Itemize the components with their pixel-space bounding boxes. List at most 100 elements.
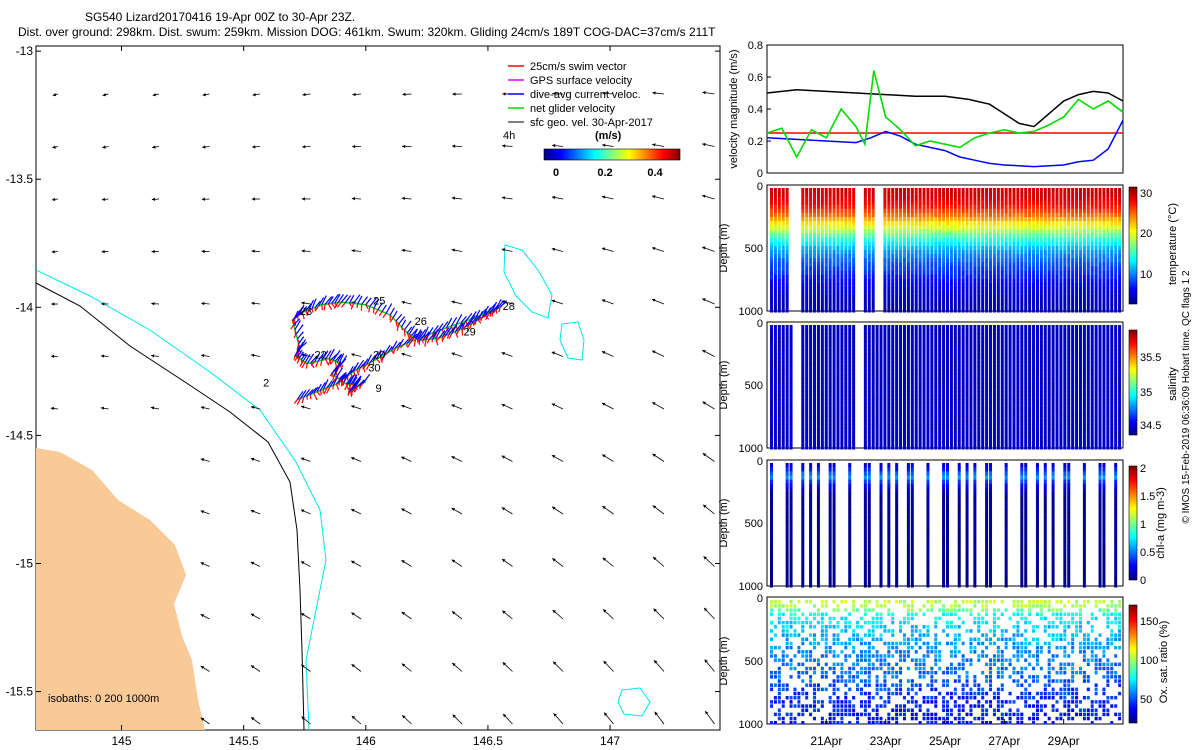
section-cell xyxy=(1090,250,1094,255)
geo-arrow xyxy=(652,143,665,147)
section-cell xyxy=(852,283,856,288)
section-cell xyxy=(942,258,946,263)
section-cell xyxy=(1078,208,1082,214)
section-cell xyxy=(773,241,777,247)
section-cell xyxy=(1047,212,1051,218)
section-cell xyxy=(996,221,1000,226)
section-cell xyxy=(1004,420,1008,425)
section-cell xyxy=(871,270,875,276)
section-cell xyxy=(918,337,922,342)
section-cell xyxy=(887,254,891,259)
section-cell xyxy=(902,395,906,400)
section-cell xyxy=(1008,387,1012,392)
section-cell xyxy=(773,341,777,347)
section-cell xyxy=(852,424,856,429)
section-cell xyxy=(836,358,840,363)
section-cell xyxy=(981,341,985,347)
section-cell xyxy=(914,358,918,363)
section-cell xyxy=(1012,353,1016,359)
section-cell xyxy=(867,445,871,450)
section-cell xyxy=(1000,428,1004,433)
section-cell xyxy=(938,188,942,193)
section-cell xyxy=(816,358,820,363)
section-cell xyxy=(906,233,910,239)
section-cell xyxy=(1004,212,1008,218)
section-cell xyxy=(918,233,922,239)
section-cell xyxy=(1106,204,1110,210)
section-cell xyxy=(809,337,813,342)
section-cell xyxy=(844,237,848,243)
section-cell xyxy=(961,395,965,400)
section-cell xyxy=(848,341,852,347)
section-cell xyxy=(883,192,887,197)
section-cell xyxy=(848,299,852,305)
section-cell xyxy=(1078,299,1082,305)
section-cell xyxy=(801,333,805,338)
section-cell xyxy=(942,436,946,442)
section-cell xyxy=(969,424,973,429)
section-cell xyxy=(1012,391,1016,396)
section-cell xyxy=(985,303,989,309)
section-cell xyxy=(934,382,938,388)
section-cell xyxy=(1075,200,1079,205)
section-cell xyxy=(1016,291,1020,296)
section-cell xyxy=(805,420,809,425)
section-cell xyxy=(770,225,773,230)
section-cell xyxy=(777,362,781,367)
section-cell xyxy=(816,407,820,413)
section-cell xyxy=(1118,279,1122,284)
section-cell xyxy=(1090,258,1094,263)
section-cell xyxy=(977,196,981,201)
section-cell xyxy=(1071,208,1075,214)
geo-arrow xyxy=(302,145,311,149)
section-cell xyxy=(875,420,879,425)
section-cell xyxy=(1004,229,1008,234)
section-cell xyxy=(777,374,781,380)
section-cell xyxy=(1008,291,1012,296)
section-cell xyxy=(828,432,832,438)
section-cell xyxy=(922,399,926,404)
section-cell xyxy=(770,221,773,226)
section-cell xyxy=(828,366,832,371)
section-cell xyxy=(981,374,985,380)
section-cell xyxy=(1043,233,1047,239)
section-cell xyxy=(820,283,824,288)
section-cell xyxy=(891,274,895,280)
section-cell xyxy=(1078,295,1082,301)
section-cell xyxy=(1020,436,1024,442)
section-cell xyxy=(985,283,989,288)
legend-swim-label: 25cm/s swim vector xyxy=(530,61,627,73)
section-cell xyxy=(996,262,1000,267)
section-cell xyxy=(957,279,961,284)
section-cell xyxy=(910,196,914,201)
section-cell xyxy=(824,237,828,243)
dac-vector xyxy=(406,336,414,344)
section-cell xyxy=(906,283,910,288)
section-cell xyxy=(1032,279,1036,284)
section-cell xyxy=(1102,262,1106,267)
section-cell xyxy=(992,436,996,442)
section-cell xyxy=(1008,216,1012,222)
section-cell xyxy=(801,229,805,234)
section-cell xyxy=(1106,258,1110,263)
section-cell xyxy=(777,287,781,292)
section-cell xyxy=(961,325,965,330)
section-cell xyxy=(844,411,848,417)
section-cell xyxy=(949,188,953,193)
section-cell xyxy=(1090,241,1094,247)
section-cell xyxy=(781,283,785,288)
temperature-panel: Depth (m) 0 500 1000 30 20 10 temperatur… xyxy=(718,181,1179,318)
section-cell xyxy=(902,353,906,359)
section-cell xyxy=(1063,200,1067,205)
section-cell xyxy=(805,378,809,384)
section-cell xyxy=(996,241,1000,247)
section-cell xyxy=(781,353,785,359)
section-cell xyxy=(942,279,946,284)
section-cell xyxy=(852,403,856,409)
section-cell xyxy=(961,353,965,359)
section-cell xyxy=(805,403,809,409)
section-cell xyxy=(805,407,809,413)
section-cell xyxy=(1024,208,1028,214)
section-cell xyxy=(871,416,875,421)
section-cell xyxy=(981,416,985,421)
